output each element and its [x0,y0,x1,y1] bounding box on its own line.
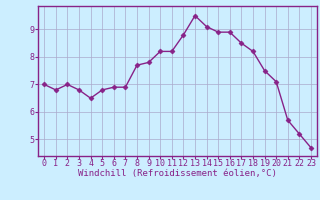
X-axis label: Windchill (Refroidissement éolien,°C): Windchill (Refroidissement éolien,°C) [78,169,277,178]
